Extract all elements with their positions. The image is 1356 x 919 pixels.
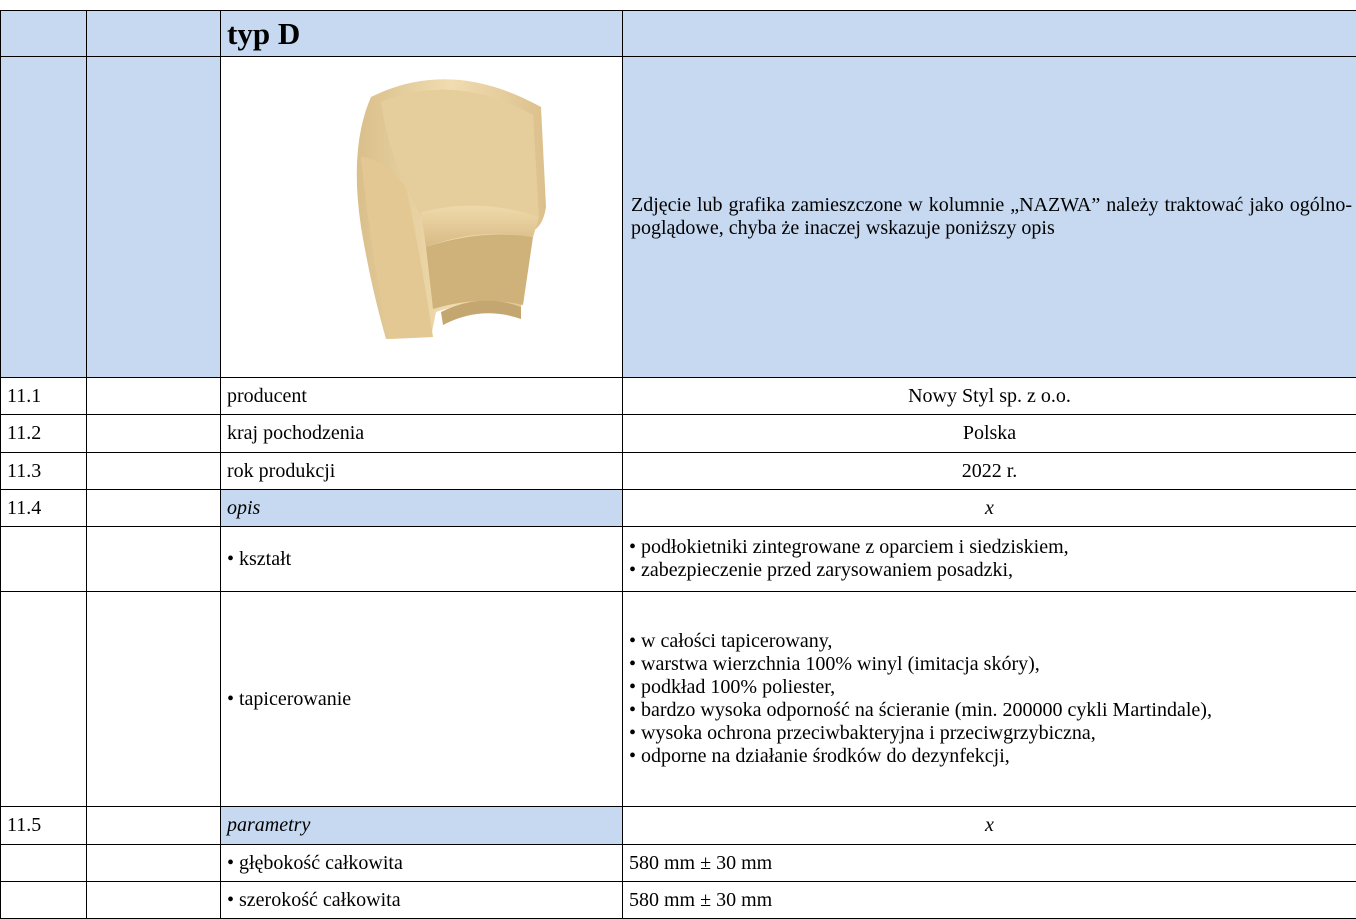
- value-line: • zabezpieczenie przed zarysowaniem posa…: [629, 559, 1350, 582]
- row-number: 11.3: [1, 453, 87, 490]
- row-value: 2022 r.: [623, 453, 1356, 490]
- row: • kształt • podłokietniki zintegrowane z …: [1, 527, 1356, 592]
- value-line: • podkład 100% poliester,: [629, 676, 1350, 699]
- row-value: 580 mm ± 30 mm: [623, 845, 1356, 882]
- chair-image: [221, 57, 619, 371]
- row-number: 11.4: [1, 490, 87, 527]
- cell: [87, 378, 221, 415]
- cell: [87, 490, 221, 527]
- value-line: • odporne na działanie środków do dezynf…: [629, 745, 1350, 768]
- value-line: • bardzo wysoka odporność na ścieranie (…: [629, 699, 1350, 722]
- cell: [87, 11, 221, 57]
- row-number: [1, 845, 87, 882]
- row-number: 11.2: [1, 415, 87, 453]
- cell: [87, 807, 221, 845]
- cell: [87, 845, 221, 882]
- cell: [87, 415, 221, 453]
- cell: [1, 11, 87, 57]
- value-line: • warstwa wierzchnia 100% winyl (imitacj…: [629, 653, 1350, 676]
- value-line: 580 mm ± 30 mm: [629, 889, 1350, 912]
- row-value: x: [623, 490, 1356, 527]
- row-number: [1, 592, 87, 807]
- image-note: Zdjęcie lub grafika zamieszczone w kolum…: [623, 57, 1356, 378]
- row-label: producent: [221, 378, 623, 415]
- row-label: • kształt: [221, 527, 623, 592]
- row-value: Nowy Styl sp. z o.o.: [623, 378, 1356, 415]
- row-label: rok produkcji: [221, 453, 623, 490]
- row-label: opis: [221, 490, 623, 527]
- row-number: 11.5: [1, 807, 87, 845]
- type-title: typ D: [221, 11, 623, 57]
- cell: [87, 453, 221, 490]
- row-number: 11.1: [1, 378, 87, 415]
- image-row: Zdjęcie lub grafika zamieszczone w kolum…: [1, 57, 1356, 378]
- spec-table: typ D: [0, 10, 1356, 919]
- row-value: • podłokietniki zintegrowane z oparciem …: [623, 527, 1356, 592]
- value-line: • wysoka ochrona przeciwbakteryjna i prz…: [629, 722, 1350, 745]
- cell: [87, 592, 221, 807]
- image-cell: [221, 57, 623, 378]
- row-label: • tapicerowanie: [221, 592, 623, 807]
- row-value: • w całości tapicerowany,• warstwa wierz…: [623, 592, 1356, 807]
- cell: [623, 11, 1356, 57]
- row-label: • głębokość całkowita: [221, 845, 623, 882]
- row-label: parametry: [221, 807, 623, 845]
- header-row: typ D: [1, 11, 1356, 57]
- cell: [87, 57, 221, 378]
- row-value: x: [623, 807, 1356, 845]
- cell: [87, 527, 221, 592]
- row: • tapicerowanie• w całości tapicerowany,…: [1, 592, 1356, 807]
- row: • głębokość całkowita 580 mm ± 30 mm: [1, 845, 1356, 882]
- cell: [1, 57, 87, 378]
- value-line: • podłokietniki zintegrowane z oparciem …: [629, 536, 1350, 559]
- row-label: kraj pochodzenia: [221, 415, 623, 453]
- row-number: [1, 527, 87, 592]
- value-line: • w całości tapicerowany,: [629, 630, 1350, 653]
- value-line: 580 mm ± 30 mm: [629, 852, 1350, 875]
- row-value: Polska: [623, 415, 1356, 453]
